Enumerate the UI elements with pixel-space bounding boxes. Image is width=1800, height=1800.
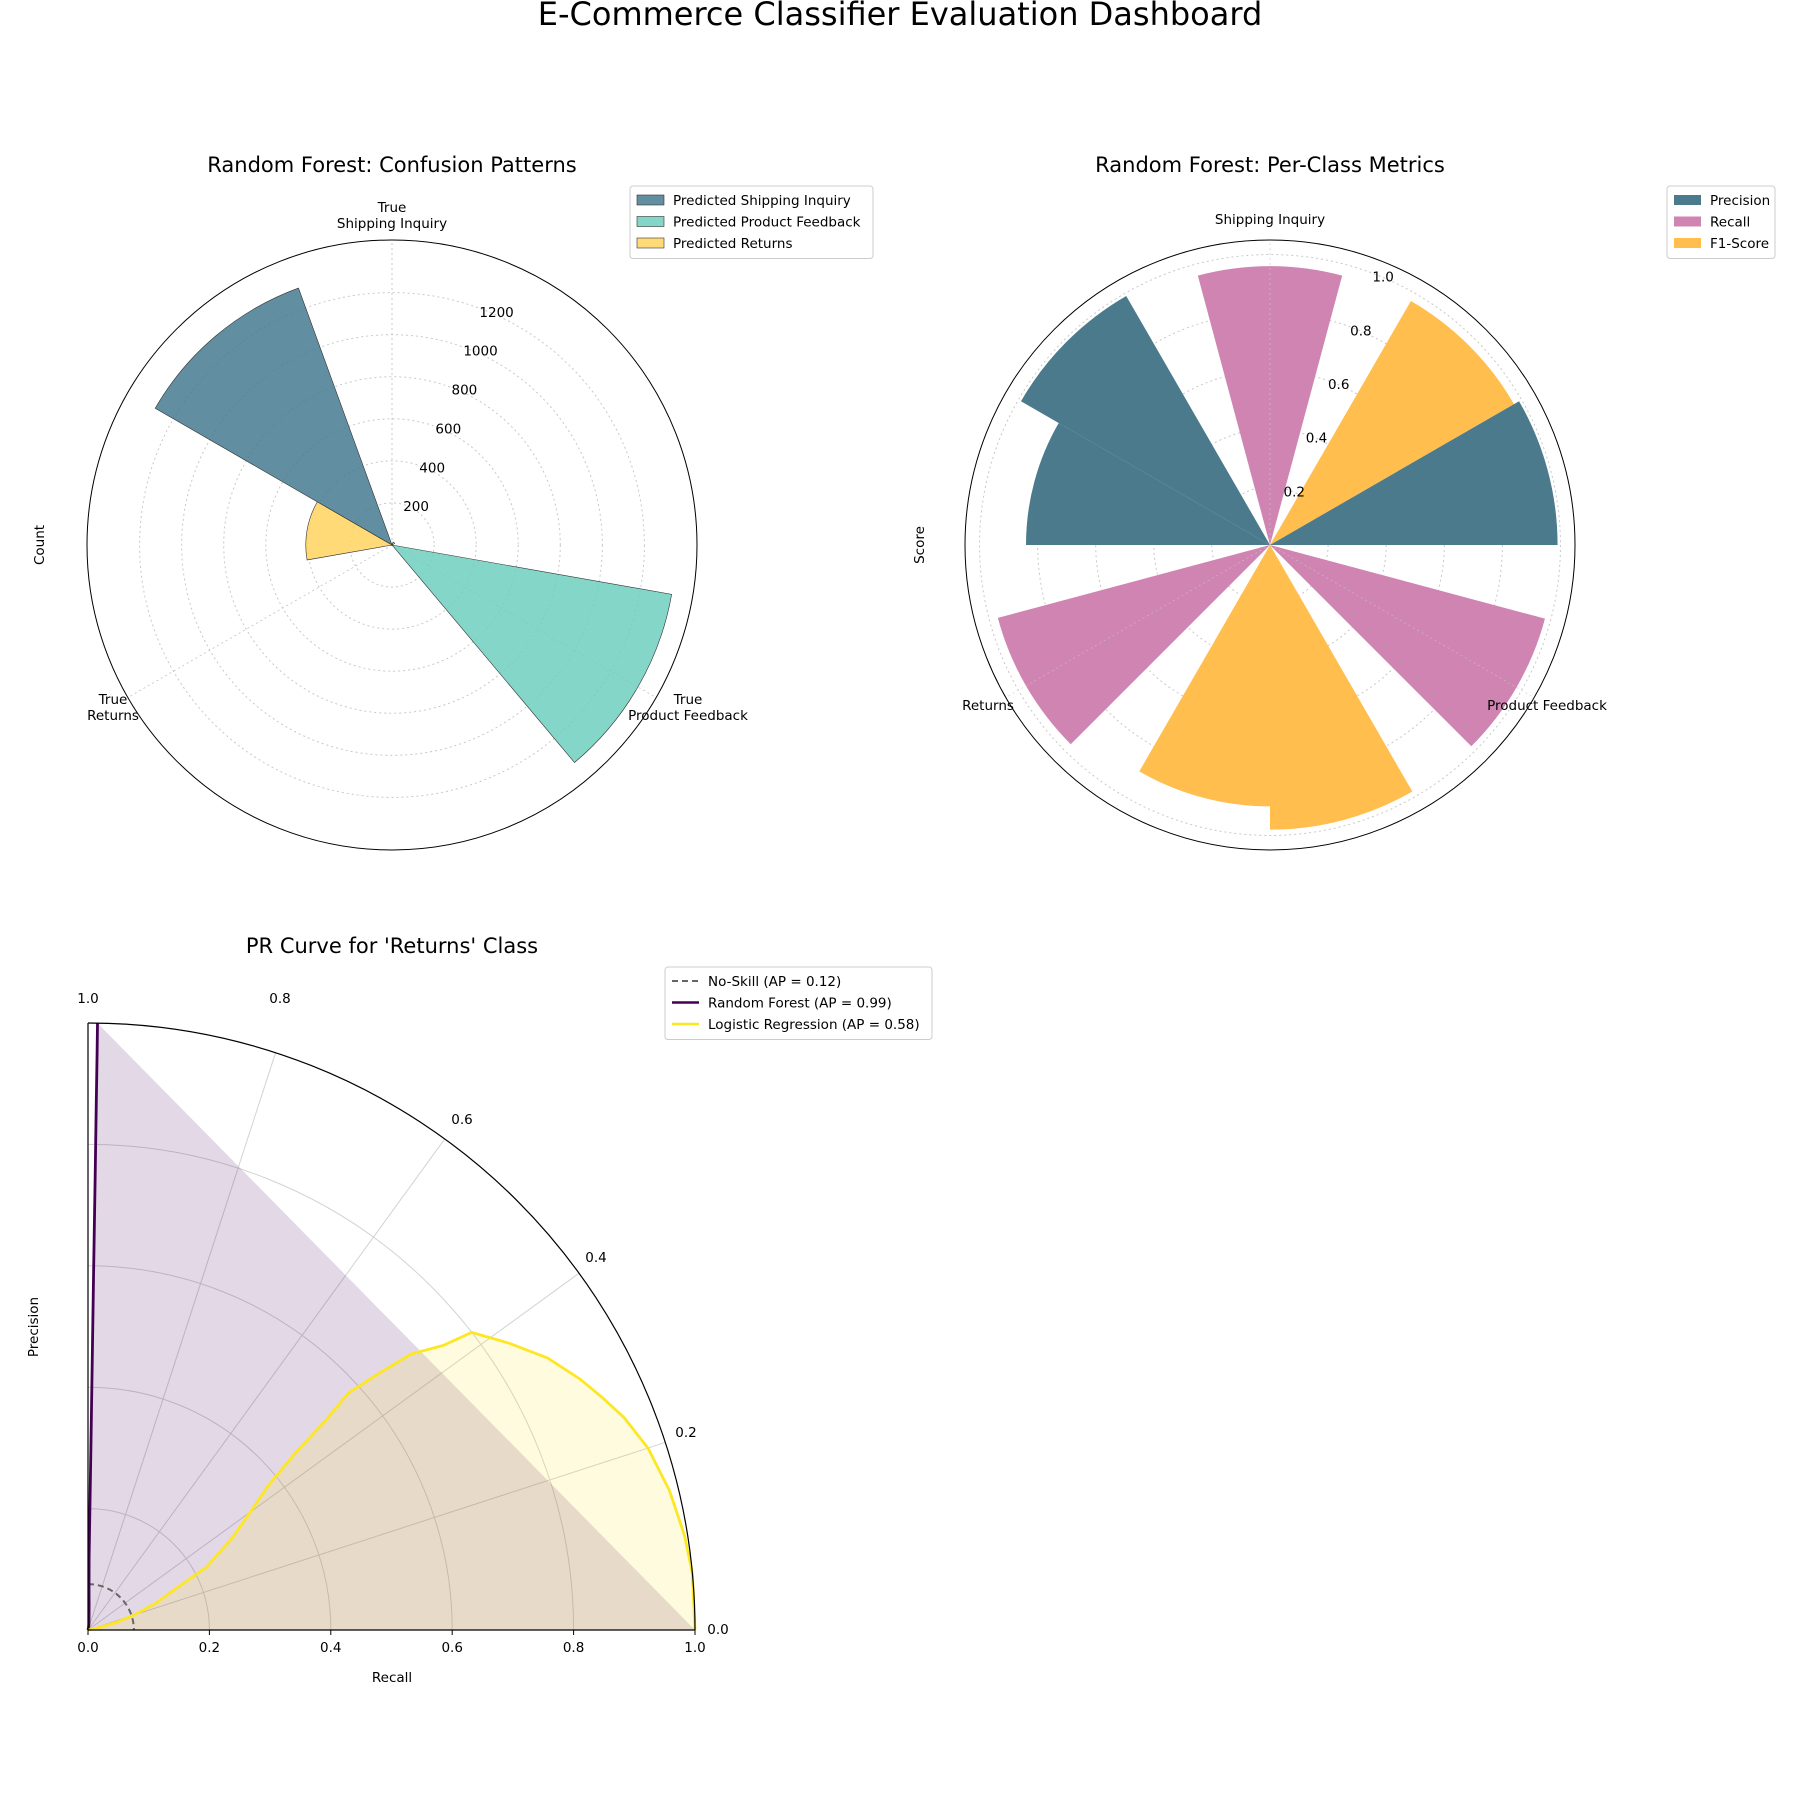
lr-line (87, 1330, 697, 1632)
grid-circle (979, 254, 1561, 836)
radial-tick-label: 0.8 (1350, 323, 1371, 339)
x-tick-label: 1.0 (684, 1640, 705, 1656)
chart-title: Random Forest: Confusion Patterns (207, 153, 576, 177)
category-label: Product Feedback (1487, 698, 1607, 714)
bar-precision (1020, 295, 1270, 545)
bar-predicted-returns (305, 501, 393, 561)
grid-spoke (1005, 544, 1271, 698)
x-tick-label: 0.4 (320, 1640, 341, 1656)
radial-tick-label: 1200 (479, 305, 513, 321)
legend-label: Random Forest (AP = 0.99) (708, 996, 892, 1012)
radial-tick-label: 800 (452, 383, 478, 399)
x-tick-label: 0.0 (77, 1640, 98, 1656)
grid-arc (87, 1265, 453, 1631)
lr-area (88, 1332, 695, 1630)
radial-tick-label: 1000 (463, 344, 497, 360)
bar-predicted-shipping-inquiry (154, 287, 393, 546)
grid-arc (87, 1508, 210, 1631)
arc-tick-label: 1.0 (77, 991, 98, 1007)
x-tick-label: 0.2 (199, 1640, 220, 1656)
legend: Precision Recall F1-Score (1666, 185, 1776, 259)
arc-tick-label: 0.2 (675, 1425, 696, 1441)
radial-tick-label: 600 (435, 421, 461, 437)
legend-swatch (636, 216, 665, 227)
grid-circle (265, 418, 519, 672)
bar-predicted-returns (391, 541, 396, 546)
legend-label: F1-Score (1710, 236, 1769, 252)
grid-spoke (1269, 544, 1535, 698)
category-label: True Shipping Inquiry (337, 200, 447, 232)
grid-circle (307, 460, 477, 630)
legend-swatch (1674, 238, 1701, 248)
metrics-polar-chart: Random Forest: Per-Class Metrics Score 0.2… (912, 153, 1776, 851)
bar-precision (1026, 423, 1270, 545)
radial-tick-label: 200 (403, 499, 429, 515)
bar-precision (1270, 401, 1558, 545)
legend-label: Predicted Returns (673, 236, 793, 252)
bar-recall (1270, 545, 1545, 747)
legend: No-Skill (AP = 0.12) Random Forest (AP = … (664, 966, 933, 1040)
legend-label: Precision (1710, 193, 1770, 209)
grid-circle (223, 376, 561, 714)
grid-arc (87, 1386, 332, 1631)
bar-recall (997, 545, 1270, 745)
legend-frame (629, 185, 874, 259)
polar-frame (86, 239, 698, 851)
legend-label: Predicted Shipping Inquiry (673, 193, 851, 209)
bar-predicted-product-feedback (391, 544, 672, 763)
radial-tick-label: 0.2 (1283, 484, 1304, 500)
confusion-polar-chart: Random Forest: Confusion Patterns Count 20… (32, 153, 874, 851)
polar-frame (964, 239, 1576, 851)
chart-title: Random Forest: Per-Class Metrics (1095, 153, 1445, 177)
bar-recall (1197, 266, 1343, 545)
grid-circle (139, 292, 645, 798)
legend-swatch (1674, 195, 1701, 205)
arc-tick-label: 0.0 (707, 1622, 728, 1638)
y-axis-label: Precision (26, 1297, 42, 1357)
legend-swatch (1674, 216, 1701, 227)
arc-tick-label: 0.4 (585, 1250, 606, 1266)
grid-ray (87, 1272, 580, 1631)
legend-label: Recall (1710, 215, 1750, 231)
category-label: Shipping Inquiry (1215, 212, 1325, 228)
polar-frame (87, 1022, 696, 1631)
chart-title: PR Curve for 'Returns' Class (246, 934, 538, 958)
radial-tick-label: 0.4 (1306, 431, 1327, 447)
radial-tick-label: 400 (419, 460, 445, 476)
rf-line (86, 1023, 99, 1631)
radial-tick-label: 0.6 (1328, 377, 1349, 393)
legend-label: Logistic Regression (AP = 0.58) (708, 1017, 920, 1033)
radial-tick-label: 1.0 (1372, 270, 1393, 286)
x-axis-label: Recall (372, 1670, 412, 1686)
legend-swatch (636, 237, 665, 249)
bar-f1-score (1270, 545, 1413, 830)
category-label: True Product Feedback (628, 692, 748, 724)
radial-axis-label: Count (32, 525, 48, 565)
x-tick-label: 0.8 (563, 1640, 584, 1656)
category-label: Returns (962, 698, 1014, 714)
pr-curve-chart: PR Curve for 'Returns' Class Recall Precis… (26, 934, 933, 1686)
grid-ray (87, 1052, 277, 1631)
grid-spoke (127, 544, 393, 698)
category-label: True Returns (87, 692, 139, 724)
rf-area (88, 1023, 695, 1630)
bar-f1-score (1270, 300, 1515, 545)
no-skill-line (87, 1583, 135, 1631)
arc-tick-label: 0.6 (451, 1112, 472, 1128)
bar-f1-score (1139, 545, 1270, 807)
legend: Predicted Shipping Inquiry Predicted Prod… (629, 185, 874, 259)
grid-ray (87, 1441, 666, 1631)
legend-label: No-Skill (AP = 0.12) (708, 974, 841, 990)
dashboard-title: E-Commerce Classifier Evaluation Dashboa… (538, 0, 1263, 33)
legend-frame (664, 966, 933, 1040)
legend-label: Predicted Product Feedback (673, 215, 861, 231)
grid-arc (87, 1143, 575, 1631)
x-tick-label: 0.6 (441, 1640, 462, 1656)
radial-axis-label: Score (912, 526, 928, 564)
arc-tick-label: 0.8 (269, 991, 290, 1007)
grid-ray (87, 1138, 446, 1631)
legend-swatch (636, 194, 665, 206)
